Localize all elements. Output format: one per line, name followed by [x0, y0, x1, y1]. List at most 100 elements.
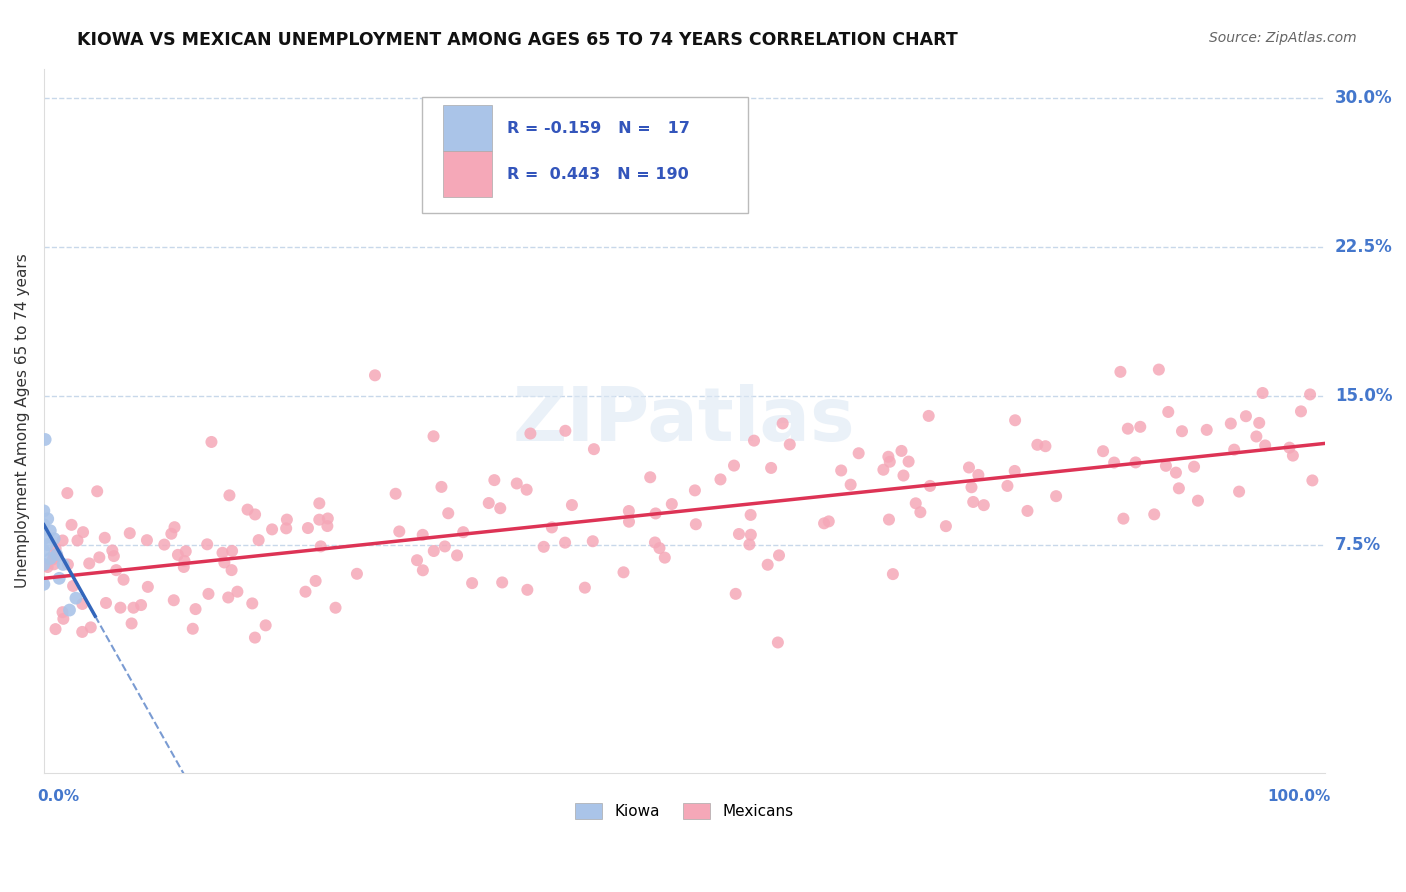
Point — [77, 557, 100, 571]
Point — [309, 540, 332, 554]
Point — [56, 486, 79, 500]
Point — [973, 498, 995, 512]
Point — [195, 537, 218, 551]
Point — [60, 517, 83, 532]
Point — [1234, 409, 1257, 424]
Point — [1026, 438, 1049, 452]
Text: 22.5%: 22.5% — [1334, 238, 1392, 256]
FancyBboxPatch shape — [422, 96, 748, 213]
Point — [118, 526, 141, 541]
Point — [200, 434, 222, 449]
Text: ZIPatlas: ZIPatlas — [513, 384, 855, 457]
Point — [105, 563, 128, 577]
Point — [56, 558, 79, 572]
Point — [45, 548, 67, 562]
Y-axis label: Unemployment Among Ages 65 to 74 years: Unemployment Among Ages 65 to 74 years — [15, 253, 30, 588]
Point — [58, 603, 80, 617]
Point — [1092, 444, 1115, 458]
Point — [918, 409, 941, 423]
Point — [451, 525, 474, 540]
Text: R =  0.443   N = 190: R = 0.443 N = 190 — [508, 167, 689, 182]
Point — [648, 541, 671, 555]
Point — [1147, 362, 1170, 376]
Text: 0.0%: 0.0% — [38, 789, 80, 804]
Point — [70, 624, 93, 639]
Point — [756, 558, 779, 572]
Point — [1219, 417, 1241, 431]
Point — [66, 533, 89, 548]
Point — [32, 517, 55, 532]
Point — [910, 505, 932, 519]
Point — [121, 616, 143, 631]
Point — [1112, 511, 1135, 525]
Point — [221, 544, 243, 558]
Point — [62, 579, 84, 593]
Point — [304, 574, 326, 588]
Point — [173, 554, 195, 568]
Point — [218, 488, 240, 502]
Point — [962, 495, 984, 509]
Point — [540, 520, 562, 534]
Point — [1299, 387, 1322, 401]
Point — [217, 591, 239, 605]
Point — [103, 549, 125, 563]
Point — [262, 522, 284, 536]
Point — [364, 368, 387, 383]
Point — [240, 596, 263, 610]
Point — [519, 426, 541, 441]
Point — [817, 515, 839, 529]
Point — [316, 519, 339, 533]
Point — [276, 521, 298, 535]
Point — [51, 605, 73, 619]
Text: KIOWA VS MEXICAN UNEMPLOYMENT AMONG AGES 65 TO 74 YEARS CORRELATION CHART: KIOWA VS MEXICAN UNEMPLOYMENT AMONG AGES… — [77, 31, 957, 49]
Point — [112, 573, 135, 587]
Point — [612, 566, 634, 580]
Point — [1004, 413, 1026, 427]
Point — [848, 446, 870, 460]
Point — [685, 517, 707, 532]
Point — [308, 496, 330, 510]
Point — [918, 479, 941, 493]
Point — [724, 587, 747, 601]
Point — [661, 497, 683, 511]
Point — [879, 455, 901, 469]
Point — [617, 515, 640, 529]
Point — [34, 558, 56, 573]
Point — [44, 532, 66, 546]
Point — [489, 501, 512, 516]
Point — [766, 635, 789, 649]
Point — [877, 450, 900, 464]
Point — [153, 538, 176, 552]
Point — [967, 467, 990, 482]
Point — [45, 541, 67, 556]
Point — [1246, 429, 1268, 443]
Legend: Kiowa, Mexicans: Kiowa, Mexicans — [568, 797, 800, 825]
Point — [872, 463, 894, 477]
Point — [226, 584, 249, 599]
Point — [243, 631, 266, 645]
Point — [72, 597, 94, 611]
Point — [554, 535, 576, 549]
Point — [294, 584, 316, 599]
Point — [65, 591, 87, 606]
Point — [839, 477, 862, 491]
Point — [1223, 442, 1246, 457]
Point — [1102, 456, 1125, 470]
Point — [384, 487, 406, 501]
Point — [48, 571, 70, 585]
Point — [236, 502, 259, 516]
Point — [34, 433, 56, 447]
Point — [882, 567, 904, 582]
Point — [110, 600, 132, 615]
Point — [37, 538, 59, 552]
Point — [768, 549, 790, 563]
Point — [728, 527, 751, 541]
Text: 7.5%: 7.5% — [1334, 535, 1381, 554]
Point — [554, 424, 576, 438]
Point — [582, 534, 605, 549]
Point — [478, 496, 501, 510]
Point — [1278, 441, 1301, 455]
Point — [89, 550, 111, 565]
Point — [1017, 504, 1039, 518]
Point — [52, 533, 75, 548]
